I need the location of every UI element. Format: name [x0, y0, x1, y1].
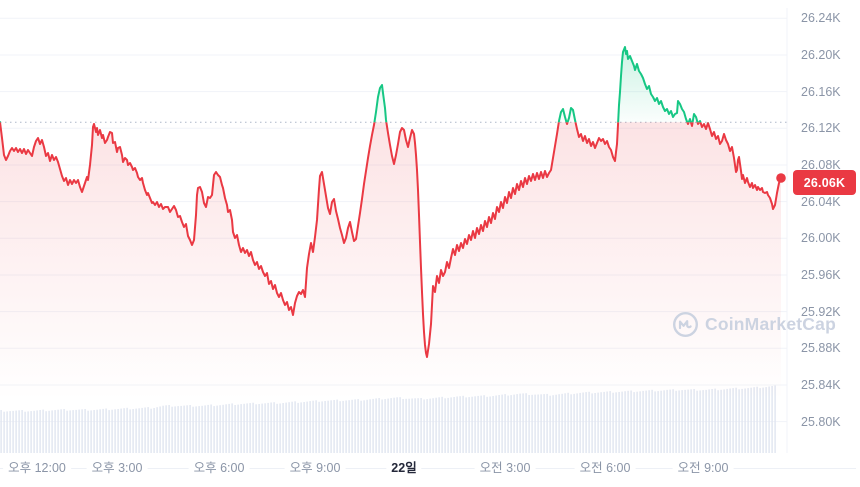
x-axis-label: 오전 3:00 [474, 461, 536, 476]
y-axis-label: 26.16K [801, 84, 841, 99]
price-line-down [0, 122, 782, 358]
y-axis-label: 25.88K [801, 341, 841, 356]
x-axis-label: 오후 9:00 [284, 461, 346, 476]
y-axis-label: 25.96K [801, 268, 841, 282]
y-axis-label: 25.80K [801, 414, 841, 429]
last-price-dot [776, 173, 786, 183]
x-axis-label: 오전 6:00 [574, 461, 636, 476]
y-axis-label: 26.20K [801, 48, 841, 62]
y-axis-label: 25.92K [801, 304, 841, 319]
price-area-down [0, 122, 781, 455]
last-price-value: 26.06K [803, 175, 846, 190]
x-axis-label: 오후 3:00 [86, 461, 148, 476]
y-axis-label: 25.84K [801, 378, 841, 392]
x-axis-line [0, 468, 856, 469]
y-axis-label: 26.08K [801, 158, 841, 172]
y-axis-label: 26.00K [801, 231, 841, 246]
y-axis-label: 26.04K [801, 194, 841, 209]
y-axis-label: 26.24K [801, 11, 841, 26]
x-axis-label: 오전 9:00 [672, 461, 734, 476]
price-area-up [0, 47, 701, 123]
x-axis-label: 오후 6:00 [188, 461, 250, 476]
price-line-up [0, 46, 709, 123]
x-axis-label: 22일 [386, 461, 422, 476]
x-axis-label: 오후 12:00 [3, 461, 71, 476]
chart-canvas[interactable] [0, 0, 860, 455]
y-axis-label: 26.12K [801, 121, 841, 136]
last-price-badge: 26.06K [793, 170, 856, 195]
